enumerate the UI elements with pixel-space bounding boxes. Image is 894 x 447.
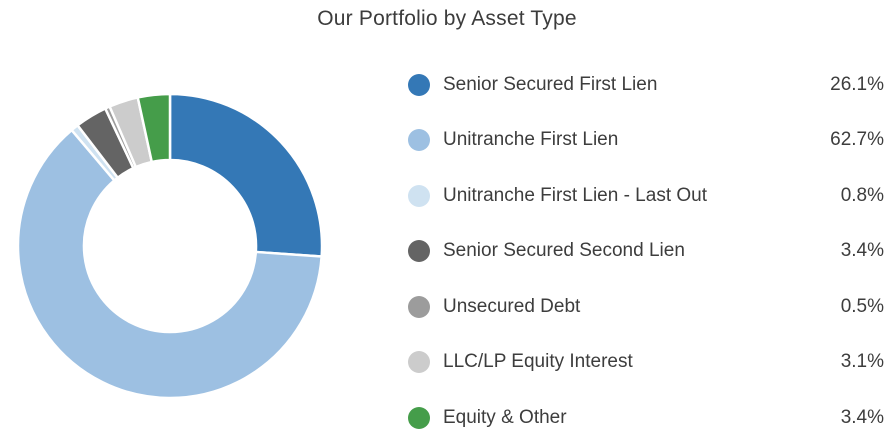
legend-label: Unsecured Debt <box>443 295 581 317</box>
legend-swatch-circle-icon <box>408 184 430 207</box>
legend-swatch-circle-icon <box>408 240 430 263</box>
legend-value: 3.1% <box>840 351 884 373</box>
legend-item[interactable]: Unitranche First Lien 62.7% <box>408 113 884 169</box>
legend: Senior Secured First Lien 26.1% Unitranche… <box>408 57 884 446</box>
legend-label: Unitranche First Lien <box>443 129 619 151</box>
legend-item[interactable]: Senior Secured Second Lien 3.4% <box>408 224 884 280</box>
legend-value: 3.4% <box>840 240 884 262</box>
legend-value: 0.5% <box>840 295 884 317</box>
legend-label: Senior Secured First Lien <box>443 73 658 95</box>
legend-swatch-circle-icon <box>408 295 430 318</box>
legend-item[interactable]: Senior Secured First Lien 26.1% <box>408 57 884 113</box>
donut-slice[interactable] <box>168 92 324 258</box>
legend-swatch-circle-icon <box>408 351 430 374</box>
legend-swatch-circle-icon <box>408 406 430 429</box>
legend-swatch-circle-icon <box>408 73 430 96</box>
legend-label: Unitranche First Lien - Last Out <box>443 184 707 206</box>
chart-title: Our Portfolio by Asset Type <box>317 7 577 30</box>
legend-item[interactable]: Equity & Other 3.4% <box>408 390 884 446</box>
legend-label: Equity & Other <box>443 406 567 428</box>
legend-item[interactable]: LLC/LP Equity Interest 3.1% <box>408 335 884 391</box>
legend-value: 3.4% <box>840 406 884 428</box>
legend-value: 62.7% <box>830 129 884 151</box>
legend-swatch-circle-icon <box>408 129 430 152</box>
legend-item[interactable]: Unitranche First Lien - Last Out 0.8% <box>408 168 884 224</box>
donut-chart <box>16 92 324 400</box>
donut-slice[interactable] <box>136 92 172 164</box>
legend-value: 26.1% <box>830 73 884 95</box>
legend-label: LLC/LP Equity Interest <box>443 351 633 373</box>
legend-value: 0.8% <box>840 184 884 206</box>
donut-slice[interactable] <box>16 128 323 400</box>
legend-label: Senior Secured Second Lien <box>443 240 685 262</box>
legend-item[interactable]: Unsecured Debt 0.5% <box>408 279 884 335</box>
